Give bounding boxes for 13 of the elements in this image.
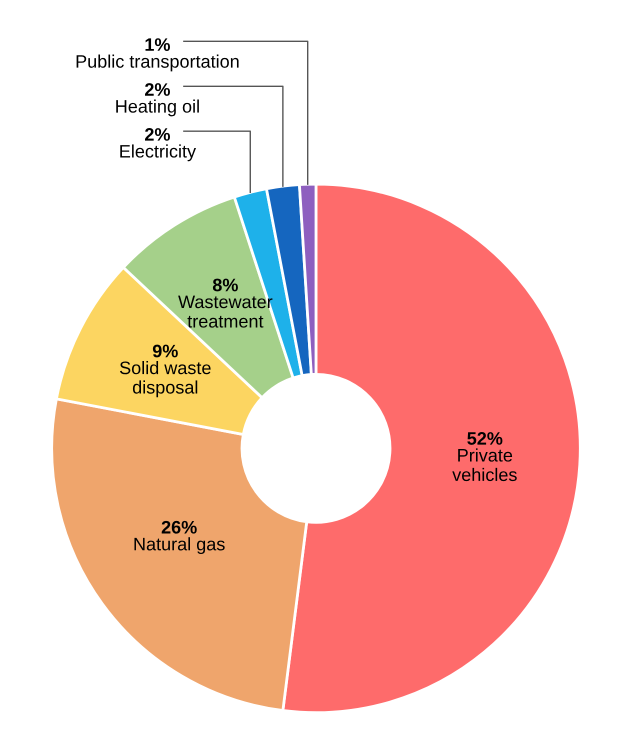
slice-label: Public transportation <box>76 54 239 72</box>
data-label: 2% <box>145 83 170 96</box>
data-label: 2% <box>145 128 170 141</box>
data-label: 52% <box>467 432 502 445</box>
data-label: 26% <box>162 520 197 534</box>
data-label: 1% <box>146 38 170 51</box>
slice-label: Solid waste disposal <box>120 360 211 398</box>
data-label: 9% <box>152 344 178 358</box>
slice-label: Electricity <box>120 144 196 162</box>
slice-label: Heating oil <box>116 99 199 116</box>
data-label: 8% <box>212 278 238 292</box>
slice-label: Natural gas <box>134 537 225 554</box>
slice-label: Private vehicles <box>452 448 517 482</box>
